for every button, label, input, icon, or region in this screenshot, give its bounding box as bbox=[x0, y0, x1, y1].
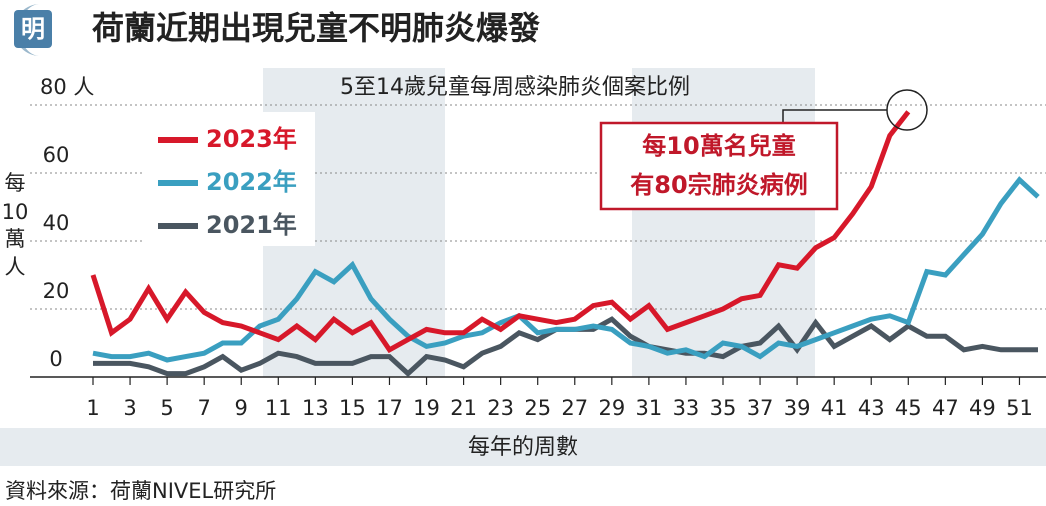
x-tick-label: 25 bbox=[524, 396, 551, 420]
chart-subtitle: 5至14歲兒童每周感染肺炎個案比例 bbox=[340, 75, 690, 100]
x-tick-label: 23 bbox=[487, 396, 514, 420]
legend-label: 2022年 bbox=[206, 168, 297, 196]
y-tick-label: 0 bbox=[49, 347, 62, 371]
y-axis-label: 人 bbox=[5, 255, 26, 279]
legend-items: 2023年 2022年 2021年 bbox=[158, 125, 297, 239]
x-tick-label: 21 bbox=[450, 396, 477, 420]
x-tick-label: 35 bbox=[710, 396, 737, 420]
legend-label: 2021年 bbox=[206, 211, 297, 239]
x-tick-label: 27 bbox=[561, 396, 588, 420]
x-axis-label: 每年的周數 bbox=[468, 435, 578, 460]
x-tick-label: 17 bbox=[376, 396, 403, 420]
x-tick-label: 31 bbox=[636, 396, 663, 420]
x-tick-label: 3 bbox=[123, 396, 136, 420]
series-line bbox=[92, 176, 1040, 363]
y-axis-label: 10 bbox=[2, 200, 29, 224]
x-tick-label: 9 bbox=[235, 396, 248, 420]
y-axis-label: 萬 bbox=[5, 227, 26, 251]
y-axis-label: 每 bbox=[5, 171, 26, 195]
x-tick-label: 41 bbox=[821, 396, 848, 420]
x-tick-label: 1 bbox=[86, 396, 99, 420]
series-line bbox=[90, 110, 911, 354]
x-tick-label: 39 bbox=[784, 396, 811, 420]
highlight-circle bbox=[886, 89, 928, 131]
annotation: 每10萬名兒童 bbox=[642, 132, 795, 160]
x-tick-label: 15 bbox=[339, 396, 366, 420]
annotation-box bbox=[599, 121, 839, 211]
legend-label: 2023年 bbox=[206, 125, 297, 153]
x-tick-label: 19 bbox=[413, 396, 440, 420]
annotation: 有80宗肺炎病例 bbox=[630, 171, 807, 199]
source: 資料來源：荷蘭NIVEL研究所 bbox=[5, 479, 276, 503]
x-tick-label: 11 bbox=[265, 396, 292, 420]
x-tick-label: 13 bbox=[302, 396, 329, 420]
x-tick-label: 47 bbox=[932, 396, 959, 420]
chart-title: 荷蘭近期出現兒童不明肺炎爆發 bbox=[92, 9, 540, 47]
x-axis-band bbox=[0, 428, 1046, 466]
x-tick-label: 33 bbox=[673, 396, 700, 420]
y-tick-label: 40 bbox=[43, 211, 70, 235]
x-tick-label: 7 bbox=[197, 396, 210, 420]
x-tick-label: 49 bbox=[969, 396, 996, 420]
x-tick-label: 5 bbox=[160, 396, 173, 420]
logo: 明 bbox=[14, 4, 52, 56]
y-tick-label: 20 bbox=[43, 279, 70, 303]
y-tick-label: 60 bbox=[43, 143, 70, 167]
x-tick-label: 37 bbox=[747, 396, 774, 420]
x-tick-label: 43 bbox=[858, 396, 885, 420]
x-tick-label: 29 bbox=[598, 396, 625, 420]
shaded-period bbox=[632, 68, 815, 377]
x-tick-label: 45 bbox=[895, 396, 922, 420]
callout-line bbox=[782, 109, 887, 123]
x-tick-label: 51 bbox=[1006, 396, 1033, 420]
y-tick-label: 80 人 bbox=[40, 75, 94, 99]
logo-text: 明 bbox=[21, 15, 45, 43]
